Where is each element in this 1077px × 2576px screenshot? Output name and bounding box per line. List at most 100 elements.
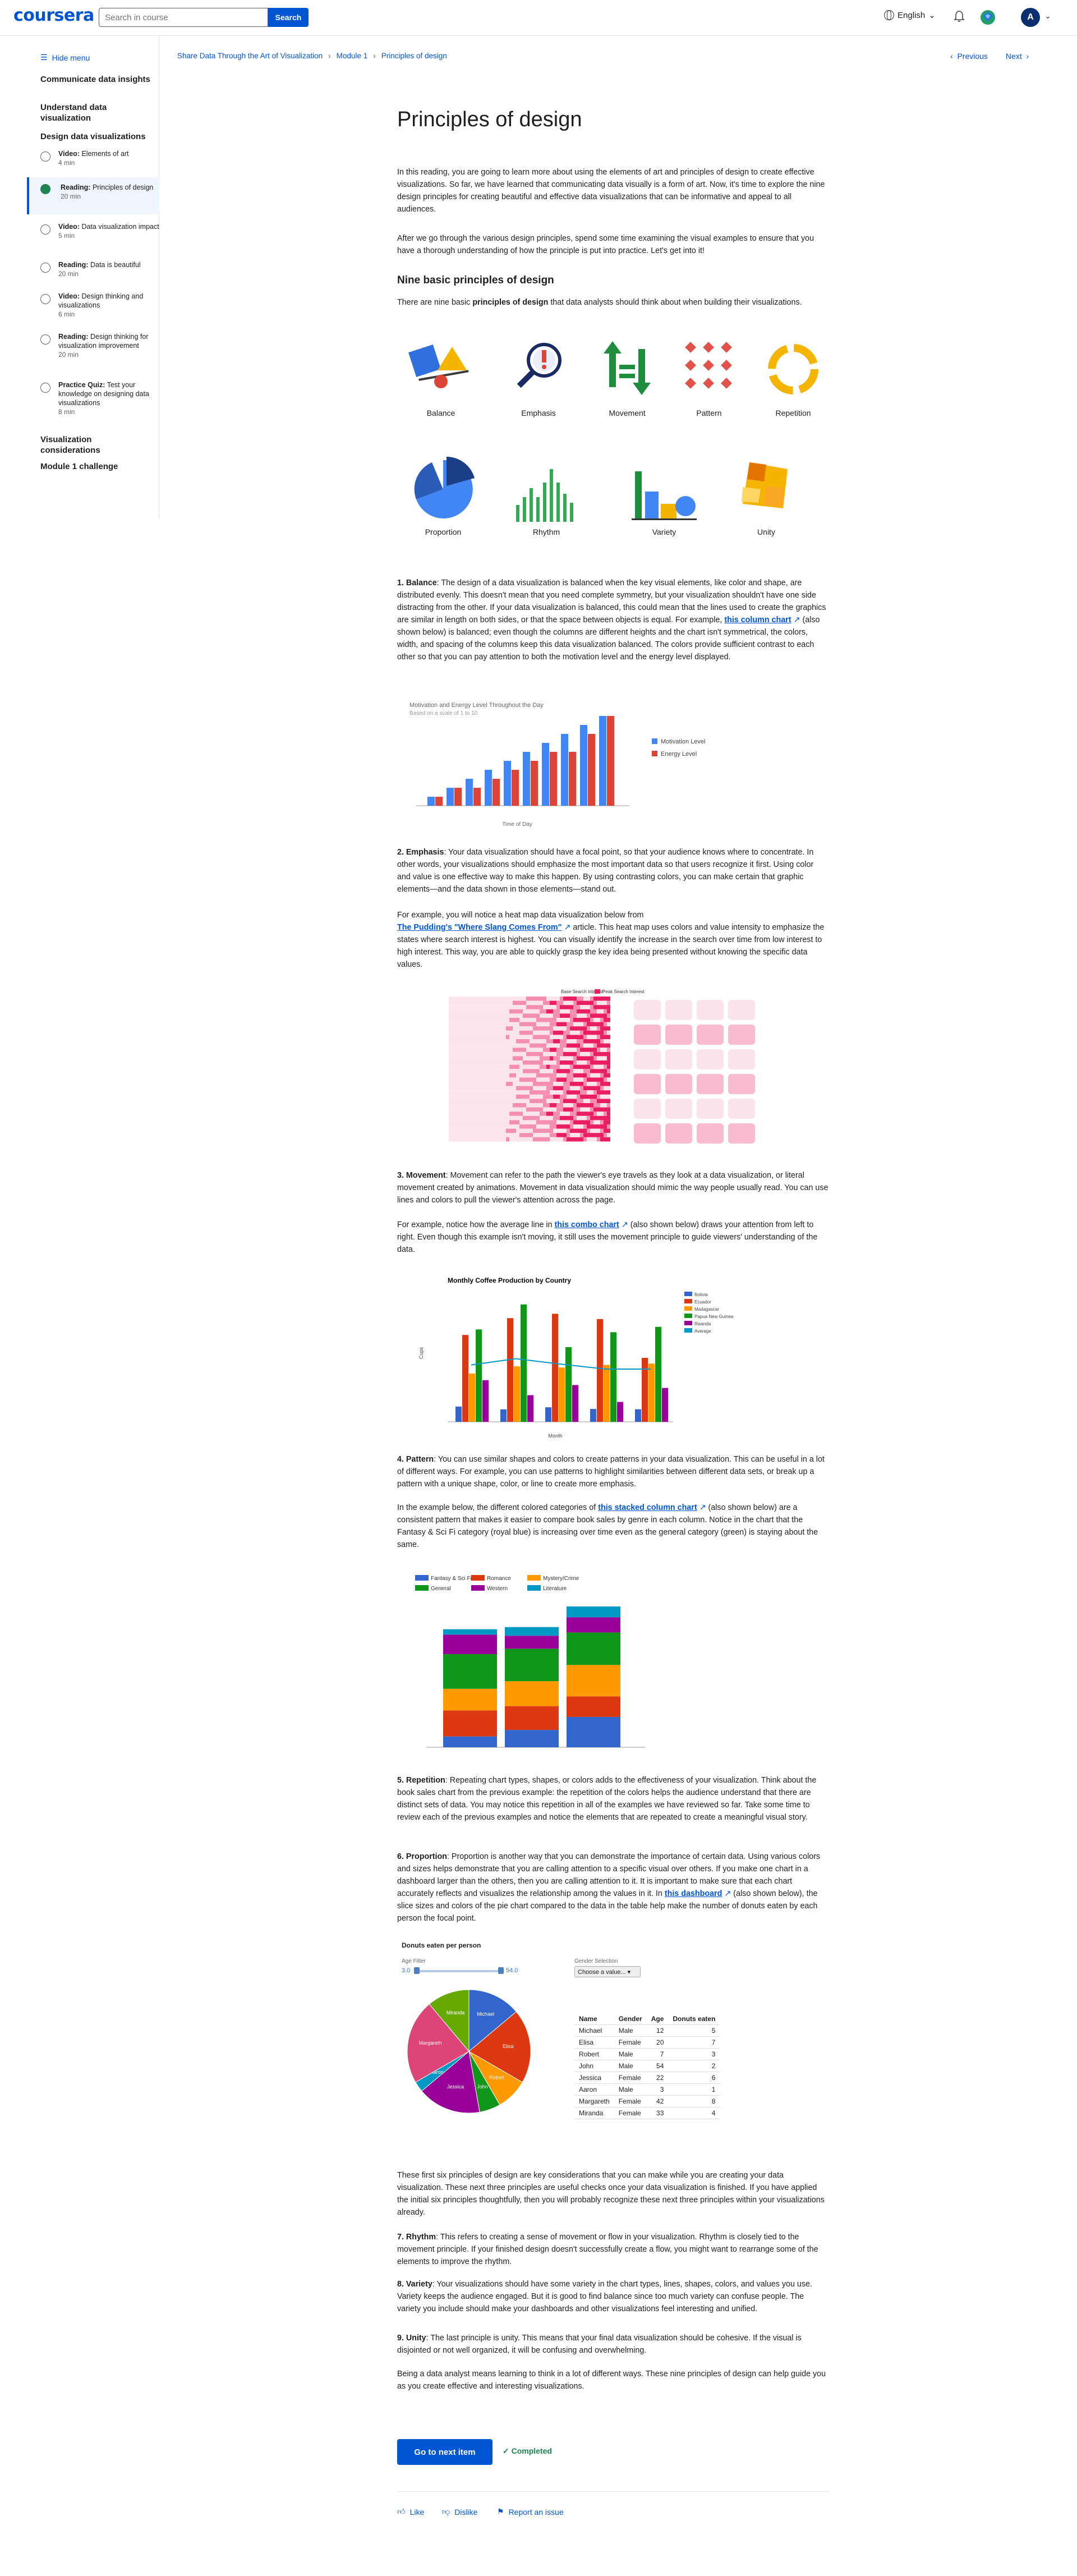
breadcrumb-current[interactable]: Principles of design — [381, 52, 447, 60]
heatmap-cell — [493, 1124, 496, 1129]
heatmap-cell — [587, 1133, 590, 1137]
heatmap-cell — [493, 1086, 496, 1091]
heatmap-cell — [546, 1115, 550, 1121]
heatmap-cell — [455, 1043, 459, 1048]
heatmap-cell — [563, 1060, 567, 1065]
sidebar-item[interactable]: Practice Quiz: Test your knowledge on de… — [27, 380, 159, 417]
combo-bar — [565, 1347, 572, 1422]
heatmap-cell — [499, 997, 503, 1001]
hide-menu-button[interactable]: ☰ Hide menu — [40, 53, 90, 62]
heatmap-cell — [577, 1120, 580, 1124]
heatmap-cell — [503, 997, 506, 1001]
heatmap-cell — [476, 1133, 479, 1137]
heatmap-cell — [570, 1018, 573, 1022]
heatmap-cell — [513, 1013, 516, 1018]
next-button[interactable]: Next › — [1005, 52, 1029, 61]
heatmap-cell — [587, 1056, 590, 1060]
heatmap-cell — [573, 1099, 577, 1103]
heatmap-cell — [556, 1030, 560, 1035]
heatmap-cell — [462, 1090, 466, 1095]
heatmap-cell — [587, 1124, 590, 1129]
language-selector[interactable]: English ⌄ — [884, 10, 936, 20]
heatmap-cell — [567, 1115, 570, 1121]
stacked-chart-link[interactable]: this stacked column chart — [598, 1503, 697, 1512]
heatmap-cell — [546, 1060, 550, 1065]
heatmap-cell — [560, 1048, 563, 1052]
heatmap-cell — [553, 1056, 556, 1060]
heatmap-cell — [523, 997, 526, 1001]
heatmap-cell — [449, 1107, 452, 1112]
sidebar-section-considerations[interactable]: Visualization considerations — [40, 435, 100, 455]
heatmap-cell — [526, 1056, 530, 1060]
heatmap-cell — [509, 1137, 513, 1142]
like-button[interactable]: 👍︎ Like — [397, 2507, 425, 2517]
heatmap-cell — [580, 1090, 583, 1095]
breadcrumb-course[interactable]: Share Data Through the Art of Visualizat… — [177, 52, 323, 60]
heatmap-cell — [540, 1039, 543, 1044]
dashboard-link[interactable]: this dashboard — [664, 1889, 722, 1898]
heatmap-cell — [449, 1009, 452, 1014]
go-to-next-item-button[interactable]: Go to next item — [397, 2439, 493, 2465]
heatmap-cell — [503, 1107, 506, 1112]
heatmap-cell — [567, 1094, 570, 1099]
coursera-plus-badge-icon[interactable] — [978, 8, 997, 27]
heatmap-cell — [459, 1048, 462, 1052]
sidebar-item[interactable]: Video: Elements of art 4 min — [27, 149, 159, 186]
heatmap-cell — [590, 1120, 593, 1124]
coursera-logo[interactable]: coursera — [13, 6, 94, 25]
search-button[interactable]: Search — [268, 8, 309, 27]
combo-bar — [590, 1409, 596, 1422]
heatmap-cell — [452, 1086, 455, 1091]
heatmap-cell — [496, 1030, 499, 1035]
heatmap-cell — [570, 1137, 573, 1142]
report-issue-button[interactable]: ⚑ Report an issue — [497, 2507, 564, 2517]
heatmap-cell — [479, 1128, 482, 1133]
heatmap-cell — [593, 1115, 597, 1121]
heatmap-cell — [449, 1137, 452, 1142]
divider — [397, 2491, 829, 2492]
combo-bar — [514, 1366, 520, 1422]
heatmap-cell — [540, 1094, 543, 1099]
heatmap-cell — [499, 1009, 503, 1014]
heatmap-cell — [482, 1094, 486, 1099]
heatmap-cell — [476, 1005, 479, 1009]
heatmap-cell — [449, 1069, 452, 1073]
sidebar-item-active[interactable]: Reading: Principles of design 20 min — [27, 177, 159, 214]
stacked-segment — [505, 1627, 559, 1636]
heatmap-cell — [543, 1026, 546, 1031]
chevron-down-icon[interactable]: ⌄ — [1044, 11, 1051, 20]
previous-button[interactable]: ‹ Previous — [950, 52, 988, 61]
heatmap-cell — [577, 1039, 580, 1044]
heatmap-cell — [530, 1086, 533, 1091]
movement-paragraph: 3. Movement: Movement can refer to the p… — [397, 1171, 829, 1205]
gender-select[interactable]: Choose a value... ▾ — [574, 1966, 641, 1977]
heatmap-cell — [469, 1120, 472, 1124]
sidebar-item[interactable]: Reading: Data is beautiful 20 min — [27, 260, 159, 297]
heatmap-cell — [590, 1086, 593, 1091]
sidebar-section-challenge[interactable]: Module 1 challenge — [40, 462, 118, 471]
sidebar-section-communicate[interactable]: Communicate data insights — [40, 75, 150, 84]
heatmap-cell — [503, 1048, 506, 1052]
sidebar-section-design[interactable]: Design data visualizations — [40, 132, 146, 141]
avatar[interactable]: A — [1021, 8, 1040, 27]
bell-icon[interactable] — [954, 10, 965, 22]
heatmap-cell — [530, 1005, 533, 1009]
breadcrumb-module[interactable]: Module 1 — [336, 52, 368, 60]
principle-label: Variety — [652, 527, 676, 536]
sidebar-item[interactable]: Video: Design thinking and visualization… — [27, 292, 159, 329]
heatmap-cell — [503, 1086, 506, 1091]
combo-chart-link[interactable]: this combo chart — [554, 1220, 619, 1229]
sidebar-item[interactable]: Video: Data visualization impact 5 min — [27, 222, 159, 259]
heatmap-cell — [577, 1124, 580, 1129]
sidebar-item[interactable]: Reading: Design thinking for visualizati… — [27, 332, 159, 369]
heatmap-cell — [604, 1039, 607, 1044]
column-chart-link[interactable]: this column chart — [724, 616, 791, 625]
search-input[interactable] — [99, 8, 268, 27]
dislike-button[interactable]: 👎︎ Dislike — [442, 2507, 478, 2517]
age-slider[interactable]: 3.0 54.0 — [402, 1967, 518, 1974]
sidebar-section-understand[interactable]: Understand data visualization — [40, 103, 107, 123]
heatmap-cell — [570, 1064, 573, 1069]
pudding-article-link[interactable]: The Pudding's "Where Slang Comes From" — [397, 923, 562, 932]
heatmap-cell — [489, 1039, 493, 1044]
heatmap-cell — [590, 1133, 593, 1137]
